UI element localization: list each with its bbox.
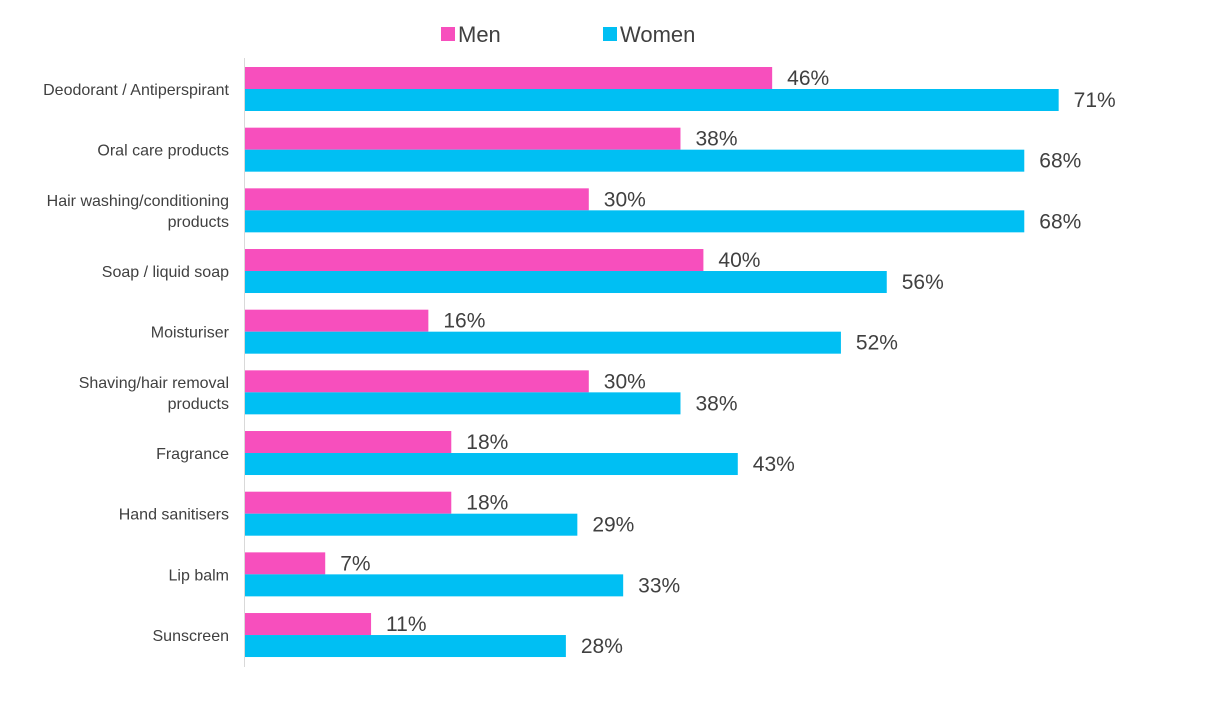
bar-women: [245, 513, 578, 536]
data-label-men: 11%: [386, 613, 426, 636]
bar-men: [245, 370, 589, 393]
bar-men: [245, 491, 452, 514]
data-label-women: 68%: [1039, 150, 1081, 173]
bar-women: [245, 574, 624, 597]
category-label: Shaving/hair removal products: [79, 375, 229, 413]
data-label-women: 28%: [581, 635, 623, 658]
data-label-women: 38%: [695, 392, 737, 415]
bar-men: [245, 127, 681, 150]
bar-women: [245, 635, 566, 658]
category-label: Moisturiser: [151, 325, 230, 342]
data-label-women: 71%: [1074, 89, 1116, 112]
legend-swatch-women: [603, 27, 617, 41]
bar-men: [245, 613, 372, 636]
bar-women: [245, 149, 1025, 172]
legend: Men Women: [441, 22, 695, 47]
data-label-men: 40%: [718, 249, 760, 272]
legend-label-men: Men: [458, 22, 501, 47]
bar-women: [245, 331, 841, 354]
data-label-men: 18%: [466, 431, 508, 454]
bar-women: [245, 271, 887, 294]
data-label-men: 18%: [466, 492, 508, 515]
data-label-men: 16%: [443, 310, 485, 333]
data-label-men: 38%: [695, 128, 737, 151]
category-label: Deodorant / Antiperspirant: [43, 82, 229, 99]
category-label: Sunscreen: [153, 628, 230, 645]
bar-men: [245, 249, 704, 272]
category-label: Soap / liquid soap: [102, 264, 229, 281]
data-label-men: 30%: [604, 370, 646, 393]
bars: 46% 71% 38% 68% 30% 68% 40% 56% 16% 52% 30% 38% 18% 4…: [245, 67, 1116, 658]
bar-women: [245, 392, 681, 415]
data-label-women: 56%: [902, 271, 944, 294]
data-label-women: 68%: [1039, 210, 1081, 233]
bar-men: [245, 552, 326, 575]
category-labels: Deodorant / Antiperspirant Oral care prod…: [43, 82, 230, 645]
legend-label-women: Women: [620, 22, 695, 47]
data-label-men: 30%: [604, 188, 646, 211]
bar-men: [245, 67, 773, 89]
bar-men: [245, 309, 429, 332]
data-label-women: 43%: [753, 453, 795, 476]
bar-women: [245, 89, 1059, 111]
data-label-women: 29%: [592, 514, 634, 537]
data-label-women: 33%: [638, 574, 680, 597]
category-label: Fragrance: [156, 446, 229, 463]
bar-women: [245, 210, 1025, 233]
data-label-men: 46%: [787, 67, 829, 90]
category-label: Oral care products: [97, 143, 229, 160]
data-label-women: 52%: [856, 332, 898, 355]
category-label: Hair washing/conditioning products: [47, 193, 229, 231]
category-label: Lip balm: [169, 567, 229, 584]
category-label: Hand sanitisers: [119, 507, 229, 524]
data-label-men: 7%: [340, 552, 370, 575]
legend-swatch-men: [441, 27, 455, 41]
bar-men: [245, 188, 589, 211]
bar-men: [245, 431, 452, 454]
bar-women: [245, 453, 738, 476]
